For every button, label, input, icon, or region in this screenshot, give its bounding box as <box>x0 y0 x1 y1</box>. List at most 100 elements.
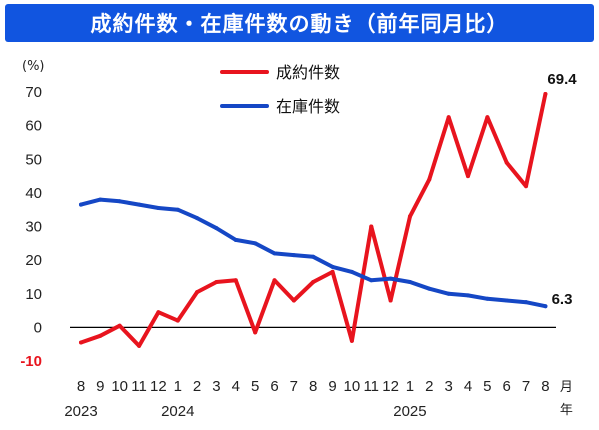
data-point <box>446 291 451 296</box>
x-axis-month-unit: 月 <box>560 380 573 395</box>
data-point <box>272 278 277 283</box>
data-point <box>446 115 451 120</box>
x-tick-label: 11 <box>131 378 147 395</box>
data-point <box>117 199 122 204</box>
data-point <box>504 160 509 165</box>
data-point <box>175 318 180 323</box>
end-value-label: 6.3 <box>552 291 573 308</box>
x-tick-label: 12 <box>382 378 399 395</box>
end-labels: 69.4 6.3 <box>547 71 577 308</box>
data-point <box>330 269 335 274</box>
x-tick-label: 1 <box>406 378 414 395</box>
year-label: 2023 <box>64 403 97 420</box>
series-line-0 <box>79 92 548 348</box>
x-tick-label: 6 <box>270 378 278 395</box>
x-tick-label: 8 <box>309 378 317 395</box>
data-point <box>349 269 354 274</box>
x-tick-label: 5 <box>251 378 259 395</box>
data-point <box>214 226 219 231</box>
x-tick-label: 4 <box>464 378 472 395</box>
x-axis-year-unit: 年 <box>560 403 573 418</box>
x-tick-label: 8 <box>77 378 85 395</box>
data-point <box>407 214 412 219</box>
x-tick-label: 6 <box>503 378 511 395</box>
data-point <box>79 340 83 345</box>
data-point <box>524 300 529 305</box>
data-point <box>504 298 509 303</box>
y-tick-label: 0 <box>34 319 42 336</box>
data-point <box>427 286 432 291</box>
data-point <box>349 338 354 343</box>
x-tick-label: 9 <box>96 378 104 395</box>
x-tick-label: 1 <box>174 378 182 395</box>
data-point <box>175 207 180 212</box>
y-tick-label: -10 <box>20 353 42 370</box>
data-point <box>233 237 238 242</box>
data-point <box>466 174 470 179</box>
data-point <box>98 333 103 338</box>
data-point <box>117 323 122 328</box>
data-point <box>485 296 490 301</box>
x-tick-label: 9 <box>328 378 336 395</box>
x-tick-label: 3 <box>212 378 220 395</box>
data-point <box>311 254 316 259</box>
data-point <box>485 115 490 120</box>
data-point <box>330 264 335 269</box>
y-tick-label: 10 <box>25 286 42 303</box>
x-tick-label: 5 <box>483 378 491 395</box>
x-tick-label: 3 <box>444 378 452 395</box>
data-point <box>311 279 316 284</box>
x-tick-label: 7 <box>290 378 298 395</box>
series-layer <box>79 92 548 348</box>
year-label: 2025 <box>393 403 426 420</box>
chart-title: 成約件数・在庫件数の動き（前年同月比） <box>90 12 509 36</box>
data-point <box>543 92 548 97</box>
data-point <box>272 251 277 256</box>
data-point <box>79 202 83 207</box>
data-point <box>214 279 219 284</box>
data-point <box>369 224 374 229</box>
data-point <box>156 206 161 211</box>
data-point <box>137 202 142 207</box>
data-point <box>137 343 142 348</box>
x-tick-label: 11 <box>363 378 379 395</box>
chart-title-bar: 成約件数・在庫件数の動き（前年同月比） <box>5 4 594 42</box>
x-tick-label: 7 <box>522 378 530 395</box>
y-tick-label: 40 <box>25 185 42 202</box>
x-tick-label: 10 <box>344 378 361 395</box>
y-tick-label: 60 <box>25 118 42 135</box>
data-point <box>407 279 412 284</box>
data-point <box>233 278 238 283</box>
data-point <box>291 253 296 258</box>
x-tick-label: 2 <box>425 378 433 395</box>
legend-label: 在庫件数 <box>276 97 340 116</box>
y-tick-label: 70 <box>25 84 42 101</box>
x-tick-label: 8 <box>541 378 549 395</box>
x-tick-label: 2 <box>193 378 201 395</box>
y-axis-unit: (%) <box>22 59 45 74</box>
data-point <box>156 310 161 315</box>
year-label: 2024 <box>161 403 194 420</box>
y-tick-label: 20 <box>25 252 42 269</box>
data-point <box>427 177 432 182</box>
data-point <box>195 290 200 295</box>
data-point <box>369 278 374 283</box>
data-point <box>195 216 200 221</box>
x-tick-label: 12 <box>150 378 167 395</box>
data-point <box>291 298 296 303</box>
x-tick-label: 10 <box>111 378 128 395</box>
end-value-label: 69.4 <box>547 71 577 88</box>
series-line-1 <box>79 197 548 309</box>
x-tick-label: 4 <box>232 378 240 395</box>
data-point <box>388 276 393 281</box>
data-point <box>543 304 548 309</box>
data-point <box>253 330 258 335</box>
legend-label: 成約件数 <box>276 63 340 82</box>
y-tick-label: 30 <box>25 219 42 236</box>
data-point <box>253 241 258 246</box>
y-tick-label: 50 <box>25 151 42 168</box>
data-point <box>98 197 103 202</box>
